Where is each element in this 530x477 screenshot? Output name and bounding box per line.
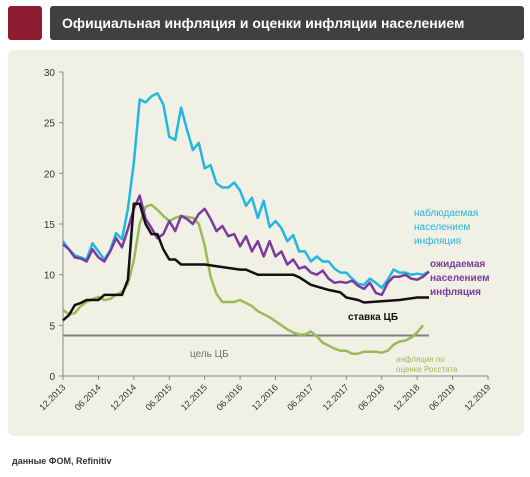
- observed-inflation-label: инфляция: [414, 235, 461, 247]
- y-tick-label: 25: [44, 119, 56, 130]
- x-tick-label: 06.2019: [427, 382, 457, 412]
- cb-rate-label: ставка ЦБ: [348, 312, 398, 323]
- expected-inflation-label: ожидаемая: [430, 259, 485, 270]
- observed-inflation-line: [61, 92, 430, 290]
- y-axis-ticks: 0 5 10 15 20 25 30: [44, 68, 63, 383]
- rosstat-inflation-label: инфляция по: [396, 355, 445, 364]
- x-tick-label: 06.2016: [214, 382, 244, 412]
- x-axis-ticks: 12.2013 06.2014 12.2014 06.2015 12.2015 06.20…: [37, 376, 492, 412]
- y-tick-label: 5: [49, 321, 55, 332]
- chart-title: Официальная инфляция и оценки инфляции н…: [62, 15, 465, 31]
- x-tick-label: 06.2018: [356, 382, 386, 412]
- header-accent-block: [8, 6, 42, 40]
- series-labels: наблюдаемая населением инфляция ожидаемая на…: [190, 207, 490, 374]
- x-tick-label: 12.2018: [391, 382, 421, 412]
- cb-rate-line: [62, 202, 429, 322]
- x-tick-label: 12.2017: [321, 382, 351, 412]
- series-lines: [61, 92, 430, 355]
- x-tick-label: 06.2017: [285, 382, 315, 412]
- expected-inflation-line: [62, 194, 430, 297]
- y-tick-label: 10: [44, 271, 56, 282]
- x-tick-label: 12.2013: [37, 382, 67, 412]
- y-tick-label: 20: [44, 169, 56, 180]
- observed-inflation-label: населением: [414, 222, 470, 233]
- x-tick-label: 12.2015: [179, 382, 209, 412]
- y-tick-label: 30: [44, 68, 56, 79]
- observed-inflation-label: наблюдаемая: [414, 207, 478, 219]
- cb-target-label: цель ЦБ: [190, 349, 229, 360]
- x-tick-label: 12.2014: [108, 382, 138, 412]
- chart-header: Официальная инфляция и оценки инфляции н…: [50, 6, 524, 40]
- source-note: данные ФОМ, Refinitiv: [12, 456, 112, 466]
- expected-inflation-label: населением: [430, 273, 490, 284]
- x-tick-label: 06.2015: [144, 382, 174, 412]
- y-tick-label: 0: [49, 372, 55, 383]
- chart-panel: [8, 50, 524, 436]
- y-tick-label: 15: [44, 220, 56, 231]
- expected-inflation-label: инфляция: [430, 286, 481, 298]
- x-tick-label: 06.2014: [73, 382, 103, 412]
- x-tick-label: 12.2019: [462, 382, 492, 412]
- x-tick-label: 12.2016: [250, 382, 280, 412]
- rosstat-inflation-label: оценке Росстата: [396, 365, 458, 374]
